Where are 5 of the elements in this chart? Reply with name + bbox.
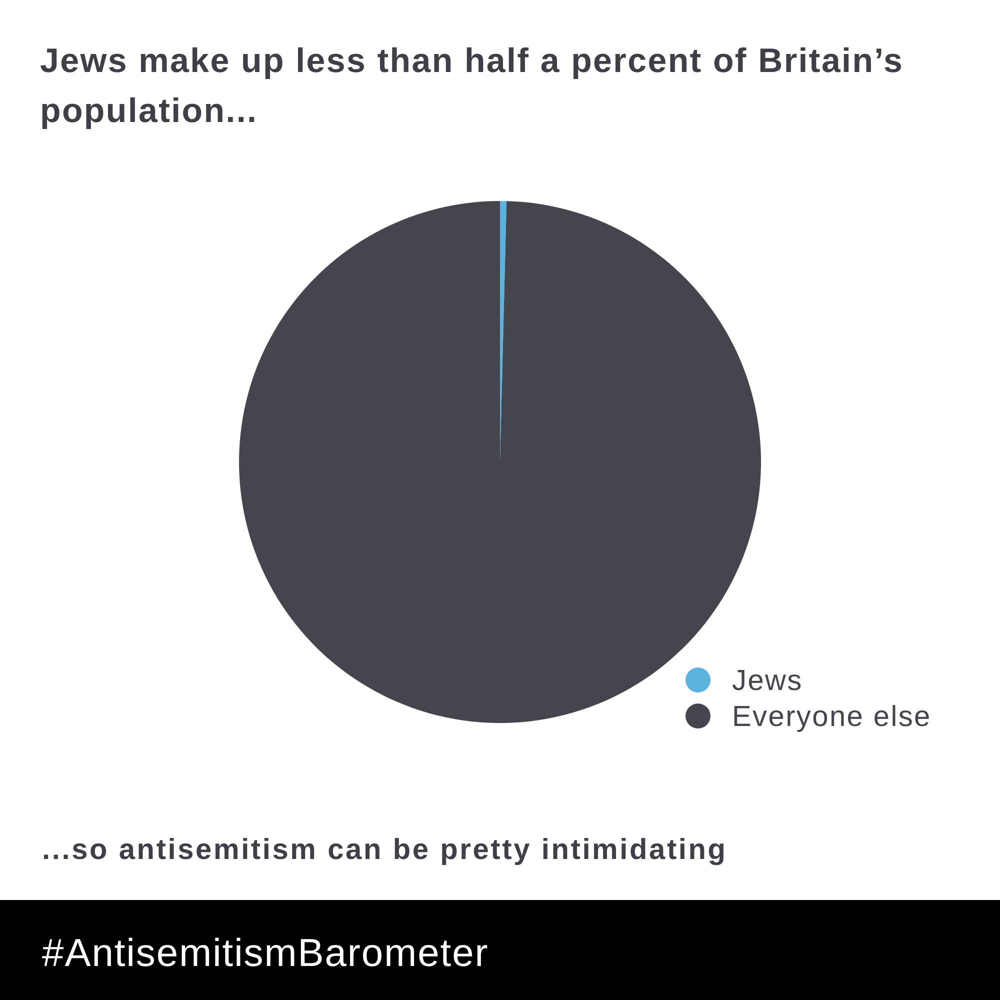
chart-title: Jews make up less than half a percent of Britain’s population... bbox=[40, 42, 904, 130]
text: #AntisemitismBarometer bbox=[42, 932, 489, 975]
legend-label: Everyone else bbox=[732, 701, 932, 733]
text: ...so antisemitism can be pretty intimidating bbox=[42, 834, 728, 866]
legend-label: Jews bbox=[732, 665, 803, 697]
